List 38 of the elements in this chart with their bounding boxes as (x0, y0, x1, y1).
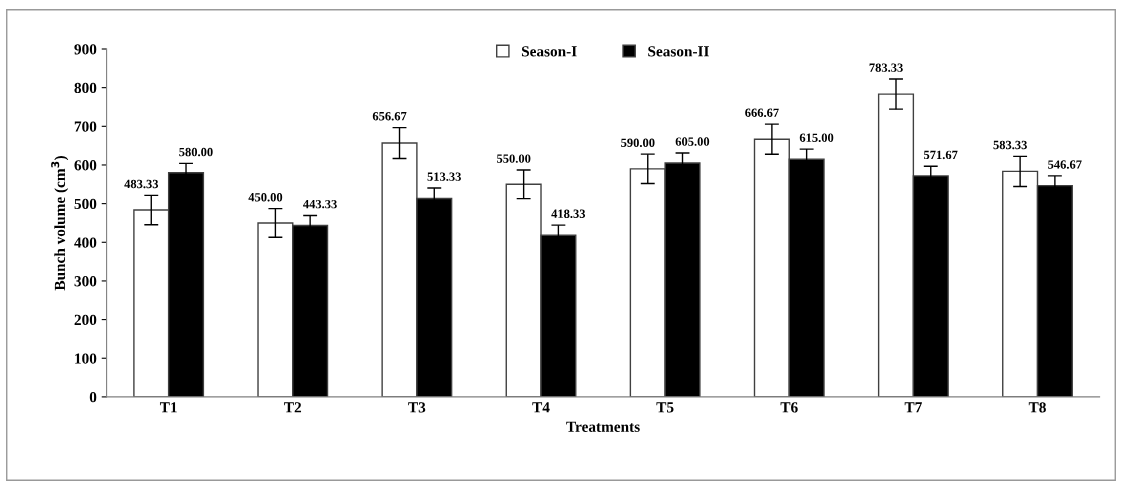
x-tick-label: T5 (656, 402, 674, 413)
x-tick-label: T2 (284, 402, 302, 413)
y-tick-label: 0 (89, 392, 97, 403)
y-axis-title: Bunch volume (cm$^{3}$) (51, 155, 69, 291)
y-tick-label: 200 (74, 314, 97, 326)
x-tick-label: T3 (408, 402, 426, 413)
legend-label: Season-II (648, 46, 709, 57)
data-label: 513.33 (427, 172, 461, 181)
x-tick-label: T7 (904, 402, 922, 413)
data-label: 450.00 (248, 193, 283, 202)
data-label: 615.00 (799, 133, 834, 142)
y-tick-label: 700 (74, 121, 97, 132)
y-tick-label: 500 (74, 198, 97, 210)
data-label: 583.33 (993, 140, 1027, 150)
data-label: 656.67 (372, 112, 407, 121)
data-label: 546.67 (1048, 160, 1082, 169)
y-tick-label: 100 (75, 353, 97, 364)
x-axis-title: Treatments (566, 421, 640, 432)
y-tick-label: 900 (74, 44, 97, 55)
x-tick-label: T6 (780, 402, 798, 413)
legend-label: Season-I (521, 46, 577, 57)
y-tick-label: 800 (74, 82, 97, 94)
data-label: 666.67 (745, 108, 779, 117)
data-label: 483.33 (124, 179, 159, 189)
data-label: 550.00 (497, 154, 531, 163)
data-label: 783.33 (869, 63, 903, 72)
x-tick-label: T1 (159, 402, 177, 413)
y-tick-label: 300 (74, 276, 97, 287)
x-tick-label: T8 (1028, 402, 1046, 413)
x-tick-label: T4 (532, 402, 550, 413)
data-label: 443.33 (303, 199, 337, 209)
data-label: 580.00 (179, 147, 213, 157)
data-label: 418.33 (551, 209, 586, 219)
data-label: 605.00 (675, 137, 710, 146)
data-label: 590.00 (621, 138, 655, 148)
data-label: 571.67 (924, 150, 958, 160)
y-tick-label: 400 (74, 237, 97, 248)
y-tick-label: 600 (74, 160, 97, 171)
